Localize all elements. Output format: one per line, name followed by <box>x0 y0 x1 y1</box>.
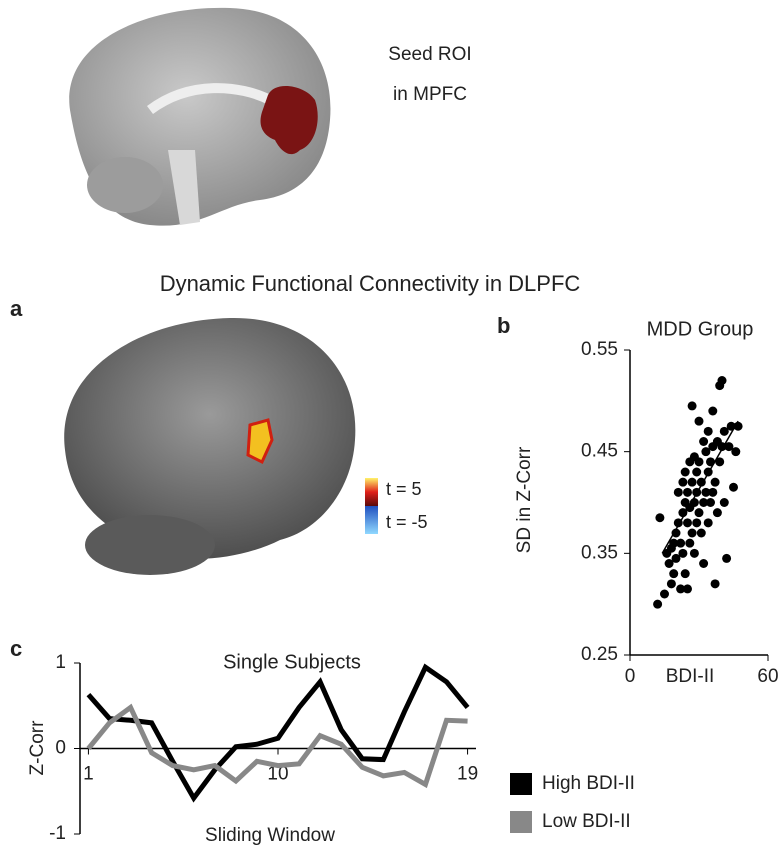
panel-label: b <box>497 313 510 338</box>
series-line <box>86 663 470 803</box>
x-axis-label: BDI-II <box>666 666 715 687</box>
point <box>701 447 711 457</box>
point <box>683 518 692 528</box>
legend-swatch <box>510 811 532 833</box>
point <box>694 457 704 467</box>
legend-swatch <box>510 773 532 795</box>
point <box>710 477 720 487</box>
point <box>683 584 692 594</box>
chart-title: Single Subjects <box>223 651 361 673</box>
point <box>692 518 702 528</box>
point <box>669 569 679 579</box>
point <box>703 518 713 528</box>
point <box>660 589 669 599</box>
x-tick-label: 0 <box>625 666 636 687</box>
x-tick-label: 10 <box>267 764 288 785</box>
point <box>692 467 702 477</box>
point <box>703 467 713 477</box>
series-line <box>86 703 468 789</box>
point <box>733 421 743 431</box>
point <box>719 426 729 436</box>
y-axis-label: Z-Corr <box>27 720 48 776</box>
point <box>696 528 706 538</box>
seed-label: in MPFC <box>393 84 467 105</box>
point <box>683 487 692 497</box>
point <box>706 457 715 467</box>
brain-lateral <box>64 317 356 575</box>
point <box>717 442 727 452</box>
point <box>678 477 688 487</box>
point <box>729 482 738 492</box>
point <box>669 538 679 548</box>
heading: Dynamic Functional Connectivity in DLPFC <box>160 271 581 296</box>
colorbar <box>365 478 378 506</box>
point <box>676 584 686 594</box>
point <box>699 559 709 568</box>
point <box>694 508 704 518</box>
point <box>666 579 676 589</box>
point <box>692 487 702 497</box>
point <box>717 376 727 385</box>
x-tick-label: 19 <box>457 764 478 785</box>
legend-label: High BDI-II <box>542 773 635 794</box>
point <box>708 406 718 416</box>
seed-label: Seed ROI <box>388 44 471 65</box>
point <box>680 467 690 477</box>
point <box>699 437 709 446</box>
x-tick-label: 60 <box>757 666 778 687</box>
x-axis-label: Sliding Window <box>205 825 335 846</box>
point <box>678 508 688 518</box>
point <box>687 401 697 411</box>
y-tick-label: 0.45 <box>581 441 618 462</box>
point <box>689 498 699 507</box>
point <box>722 553 732 563</box>
chart-title: MDD Group <box>647 318 754 340</box>
panel-label: c <box>10 636 22 661</box>
point <box>678 548 688 558</box>
point <box>671 528 681 538</box>
point <box>689 548 699 558</box>
point <box>706 498 715 507</box>
colorbar <box>365 506 378 534</box>
point <box>731 447 741 457</box>
point <box>687 528 697 538</box>
y-tick-label: 1 <box>55 652 66 673</box>
y-tick-label: 0.55 <box>581 339 618 360</box>
colorbar-label: t = -5 <box>386 512 428 532</box>
y-tick-label: 0.35 <box>581 542 618 563</box>
point <box>703 426 713 436</box>
point <box>699 498 709 507</box>
point <box>694 416 704 426</box>
point <box>726 421 736 431</box>
point <box>680 569 690 579</box>
y-axis-label: SD in Z-Corr <box>514 446 535 553</box>
point <box>671 553 681 563</box>
y-tick-label: 0.25 <box>581 644 618 665</box>
point <box>708 487 718 497</box>
point <box>653 599 663 609</box>
point <box>687 477 697 487</box>
legend-label: Low BDI-II <box>542 811 631 832</box>
point <box>696 477 706 487</box>
y-tick-label: -1 <box>49 823 66 844</box>
y-tick-label: 0 <box>55 738 66 759</box>
point <box>673 487 683 497</box>
point <box>685 538 695 548</box>
point <box>719 498 729 507</box>
point <box>676 538 686 548</box>
point <box>712 508 722 518</box>
point <box>664 559 674 568</box>
point <box>673 518 683 528</box>
point <box>724 442 734 452</box>
colorbar-label: t = 5 <box>386 479 422 499</box>
point <box>715 457 725 467</box>
point <box>710 579 720 589</box>
brain-medial <box>69 7 331 226</box>
point <box>655 513 665 523</box>
x-tick-label: 1 <box>83 764 94 785</box>
point <box>701 487 711 497</box>
panel-label: a <box>10 296 23 321</box>
